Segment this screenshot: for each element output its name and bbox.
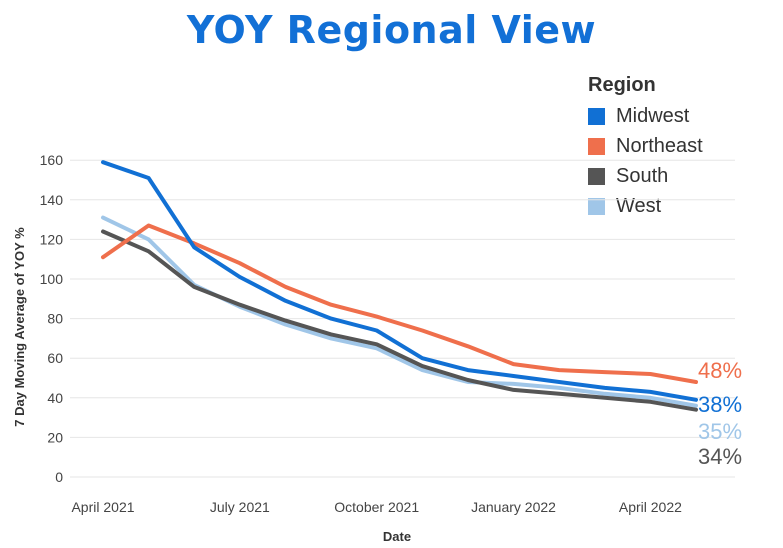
x-tick-label: October 2021 (334, 499, 419, 515)
legend-item-midwest[interactable]: Midwest (588, 101, 703, 131)
x-tick-label: July 2021 (210, 499, 270, 515)
legend-item-northeast[interactable]: Northeast (588, 131, 703, 161)
legend-label-northeast: Northeast (616, 134, 703, 157)
series-lines (101, 160, 698, 412)
x-tick-label: April 2022 (619, 499, 682, 515)
y-tick-label: 140 (40, 192, 64, 208)
x-tick-label: April 2021 (71, 499, 134, 515)
end-label-northeast: 48% (698, 358, 742, 383)
legend-swatch-south (588, 167, 605, 185)
x-tick-label: January 2022 (471, 499, 556, 515)
series-line-northeast[interactable] (101, 223, 698, 384)
legend-label-south: South (616, 164, 669, 187)
y-axis-ticks: 0 20 40 60 80 100 120 140 160 (40, 152, 64, 485)
legend-title: Region (588, 74, 656, 96)
end-labels: 38% 48% 34%35% (698, 358, 742, 469)
x-axis-ticks: April 2021 July 2021 October 2021 January 2… (71, 499, 682, 515)
y-tick-label: 20 (47, 429, 63, 445)
legend-swatch-northeast (588, 137, 605, 155)
x-axis-title: Date (383, 529, 411, 544)
series-line-south[interactable] (101, 229, 698, 412)
legend-swatch-west (588, 197, 605, 215)
y-tick-label: 0 (55, 469, 63, 485)
y-tick-label: 100 (40, 271, 64, 287)
y-tick-label: 40 (47, 390, 63, 406)
legend: Region Midwest Northeast South West (588, 74, 703, 221)
y-axis-title: 7 Day Moving Average of YOY % (12, 227, 27, 427)
y-tick-label: 80 (47, 311, 63, 327)
legend-swatch-midwest (588, 107, 605, 125)
legend-item-south[interactable]: South (588, 161, 703, 191)
end-label-south: 34% (698, 444, 742, 469)
legend-label-midwest: Midwest (616, 104, 690, 127)
series-line-midwest[interactable] (101, 160, 698, 402)
chart-title: YOY Regional View (186, 8, 597, 52)
end-label-midwest: 38% (698, 392, 742, 417)
end-label-west: 35% (698, 419, 742, 444)
y-tick-label: 160 (40, 152, 64, 168)
y-tick-label: 60 (47, 350, 63, 366)
y-tick-label: 120 (40, 231, 64, 247)
